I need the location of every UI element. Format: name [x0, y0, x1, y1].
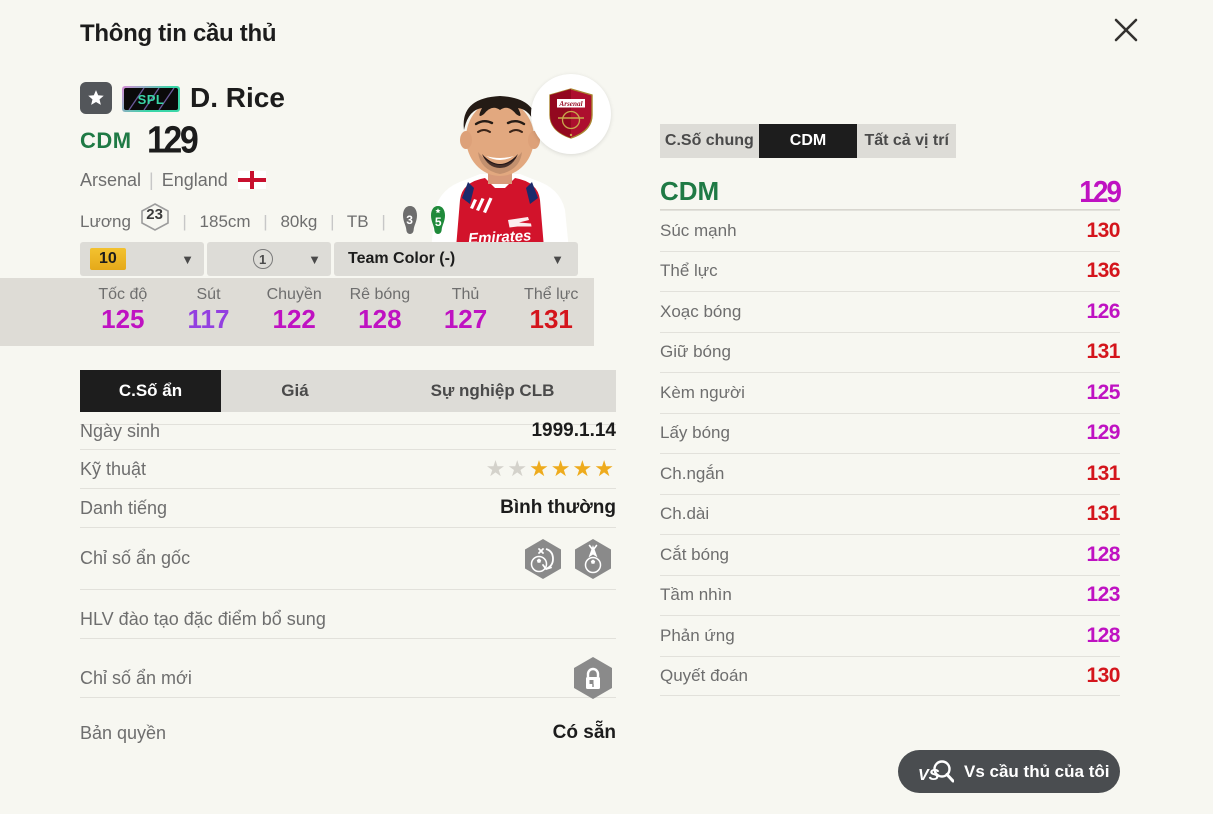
svg-text:Arsenal: Arsenal: [558, 100, 582, 108]
